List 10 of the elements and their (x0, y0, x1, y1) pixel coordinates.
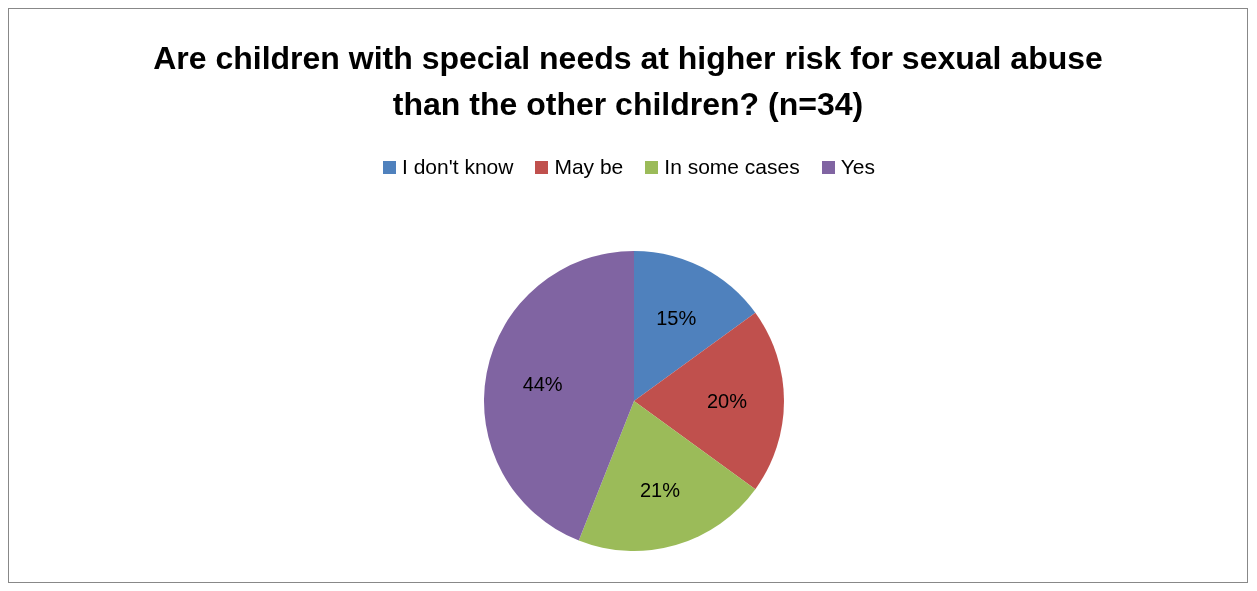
legend-label: May be (553, 155, 624, 179)
legend-label: In some cases (663, 155, 800, 179)
data-label: 21% (639, 479, 681, 502)
data-label: 20% (706, 390, 748, 412)
legend-label: I don't know (401, 155, 514, 179)
data-label: 15% (656, 307, 697, 330)
legend-label: Yes (839, 155, 875, 179)
chart-title: Are children with special needs at higher risk for sexual abuse than the other children? (n=34) (152, 39, 1104, 124)
data-label: 44% (522, 372, 563, 395)
pie-slice (484, 251, 634, 541)
